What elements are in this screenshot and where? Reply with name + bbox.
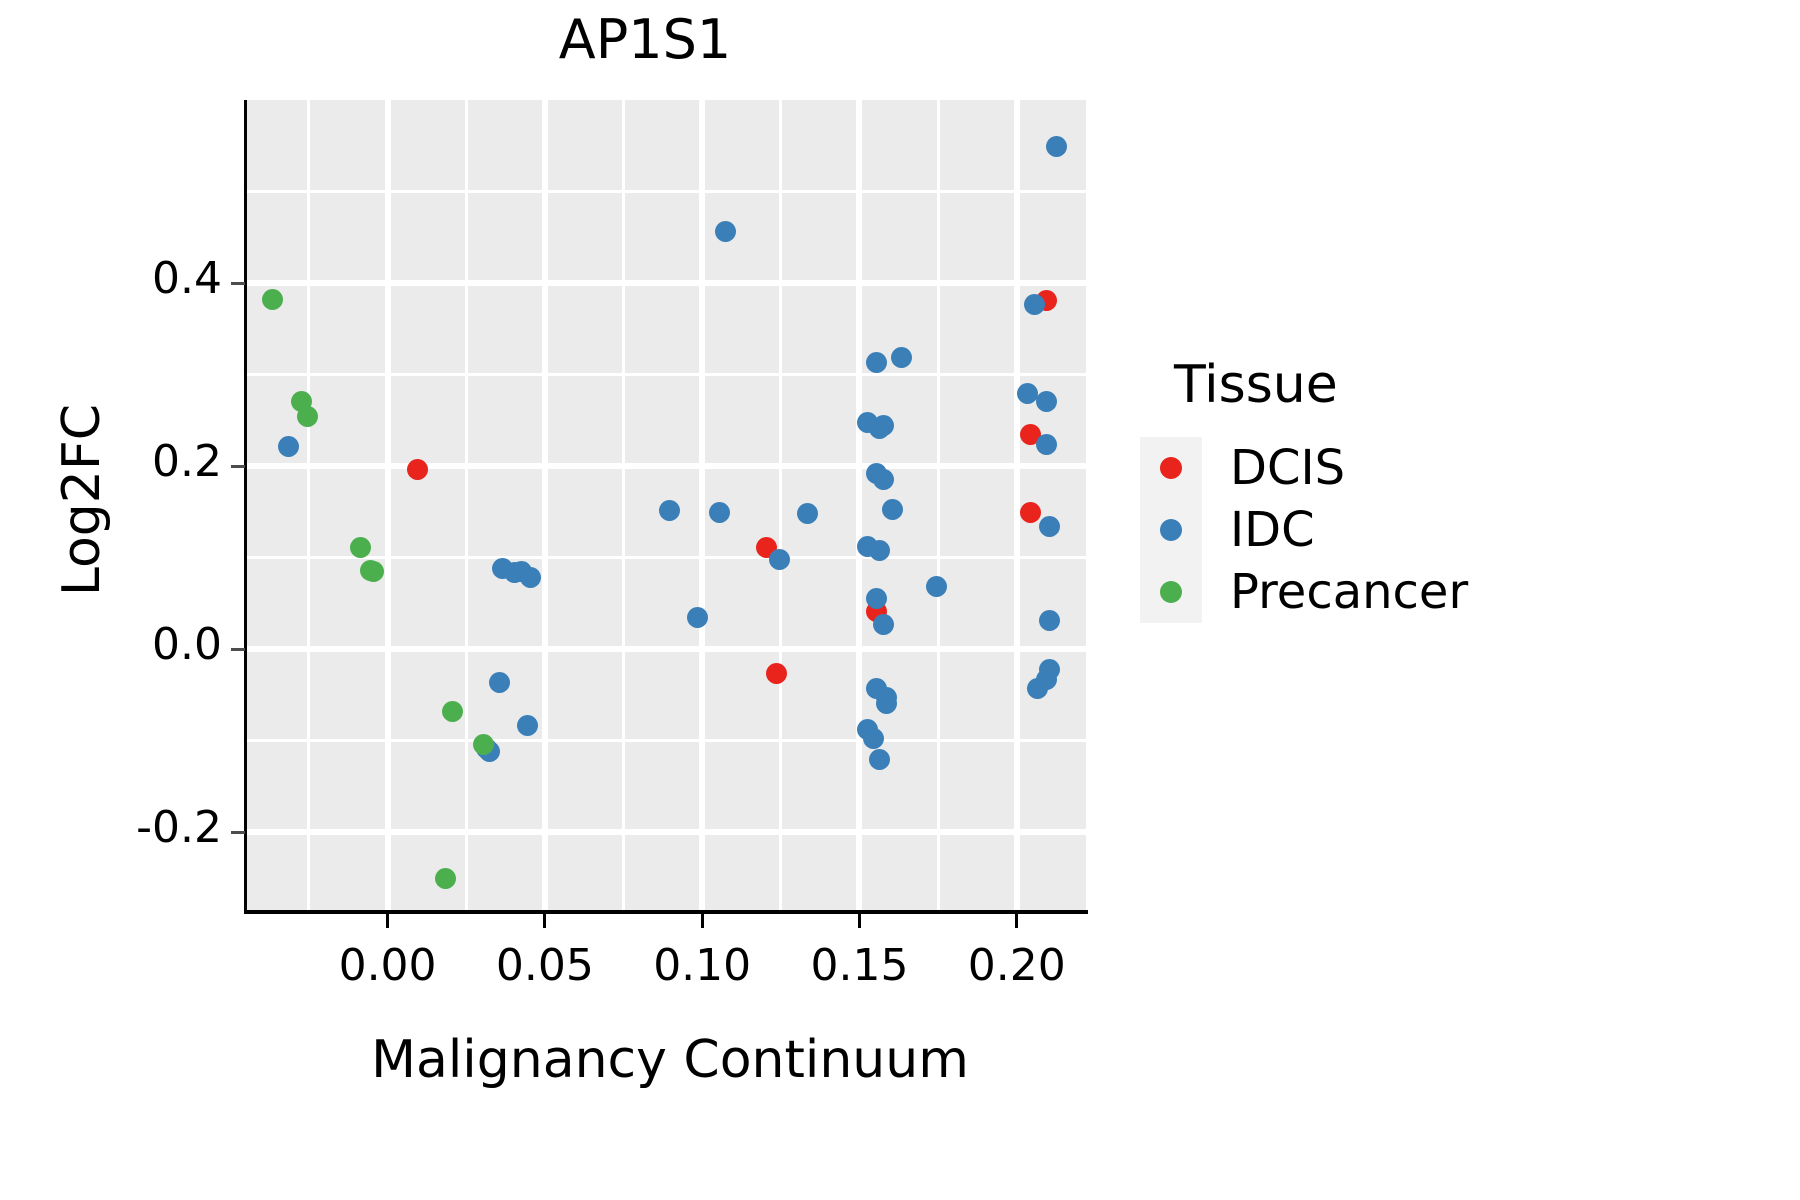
data-point-precancer — [296, 406, 318, 428]
gridline-minor-x — [936, 100, 940, 910]
page-title: AP1S1 — [558, 8, 732, 71]
legend-dot-icon — [1160, 581, 1182, 603]
gridline-minor-x — [779, 100, 783, 910]
gridline-minor-y — [246, 739, 1086, 743]
data-point-idc — [1017, 383, 1039, 405]
data-point-idc — [520, 567, 542, 589]
data-point-precancer — [473, 733, 495, 755]
gridline-minor-x — [307, 100, 311, 910]
gridline-minor-x — [622, 100, 626, 910]
y-axis-title: Log2FC — [52, 403, 112, 597]
y-tick — [231, 464, 245, 468]
gridline-major-x — [699, 100, 706, 910]
y-tick — [231, 830, 245, 834]
data-point-idc — [869, 539, 891, 561]
x-tick-label: 0.05 — [495, 940, 594, 991]
data-point-idc — [866, 352, 888, 374]
data-point-idc — [1039, 610, 1061, 632]
legend-item-dcis[interactable]: DCIS — [1140, 437, 1660, 499]
data-point-idc — [1036, 390, 1058, 412]
data-point-idc — [768, 548, 790, 570]
gridline-minor-y — [246, 373, 1086, 377]
gridline-major-x — [541, 100, 548, 910]
gridline-major-x — [856, 100, 863, 910]
data-point-idc — [926, 575, 948, 597]
data-point-idc — [1026, 678, 1048, 699]
data-point-idc — [797, 503, 819, 525]
data-point-precancer — [435, 868, 457, 890]
data-point-idc — [277, 436, 299, 458]
x-tick-label: 0.20 — [967, 940, 1066, 991]
gridline-major-y — [246, 829, 1086, 836]
data-point-idc — [869, 749, 891, 771]
legend-key-swatch — [1140, 437, 1202, 499]
data-point-idc — [872, 613, 894, 635]
data-point-idc — [1045, 136, 1067, 158]
x-tick-label: 0.00 — [338, 940, 437, 991]
gridline-minor-y — [246, 556, 1086, 560]
data-point-idc — [872, 469, 894, 491]
legend-dot-icon — [1160, 519, 1182, 541]
legend-item-idc[interactable]: IDC — [1140, 499, 1660, 561]
gridline-minor-x — [464, 100, 468, 910]
data-point-dcis — [406, 459, 428, 481]
data-point-idc — [488, 671, 510, 693]
gridline-minor-y — [246, 190, 1086, 194]
x-tick — [857, 914, 861, 928]
data-point-idc — [686, 606, 708, 628]
x-tick-label: 0.15 — [810, 940, 909, 991]
data-point-precancer — [262, 289, 284, 311]
gridline-major-y — [246, 463, 1086, 470]
x-axis-line — [244, 910, 1088, 914]
x-tick — [700, 914, 704, 928]
x-tick-label: 0.10 — [653, 940, 752, 991]
y-axis-line — [244, 100, 247, 912]
y-tick-label: 0.0 — [152, 619, 222, 671]
gridline-major-x — [384, 100, 391, 910]
data-point-idc — [1023, 293, 1045, 315]
legend-item-label: IDC — [1230, 502, 1315, 558]
plot-panel — [246, 100, 1086, 910]
data-point-idc — [891, 346, 913, 368]
y-tick — [231, 281, 245, 285]
data-point-dcis — [1020, 502, 1042, 524]
data-point-idc — [866, 588, 888, 610]
legend-key-swatch — [1140, 499, 1202, 561]
data-point-idc — [715, 221, 737, 243]
gridline-major-y — [246, 646, 1086, 653]
x-tick — [543, 914, 547, 928]
gridline-major-y — [246, 280, 1086, 287]
legend: Tissue DCIS IDC Precancer — [1140, 355, 1660, 623]
legend-item-precancer[interactable]: Precancer — [1140, 561, 1660, 623]
x-tick — [1015, 914, 1019, 928]
data-point-precancer — [362, 560, 384, 582]
y-tick-label: 0.4 — [152, 253, 222, 305]
y-tick-label: 0.2 — [152, 436, 222, 488]
data-point-idc — [875, 692, 897, 714]
data-point-idc — [517, 714, 539, 736]
data-point-idc — [882, 498, 904, 520]
data-point-idc — [658, 499, 680, 521]
data-point-idc — [863, 728, 885, 750]
data-point-precancer — [441, 700, 463, 722]
x-axis-title: Malignancy Continuum — [371, 1030, 969, 1090]
data-point-precancer — [350, 537, 372, 559]
legend-rows: DCIS IDC Precancer — [1140, 437, 1660, 623]
gridline-major-x — [1013, 100, 1020, 910]
legend-item-label: DCIS — [1230, 440, 1346, 496]
legend-item-label: Precancer — [1230, 564, 1469, 620]
data-point-dcis — [765, 663, 787, 685]
data-point-idc — [1039, 516, 1061, 537]
y-tick-label: -0.2 — [136, 802, 222, 854]
legend-dot-icon — [1160, 457, 1182, 479]
legend-key-swatch — [1140, 561, 1202, 623]
x-tick — [386, 914, 390, 928]
data-point-idc — [872, 415, 894, 437]
legend-title: Tissue — [1174, 355, 1338, 415]
y-tick — [231, 647, 245, 651]
data-point-idc — [708, 502, 730, 524]
data-point-idc — [1036, 433, 1058, 455]
